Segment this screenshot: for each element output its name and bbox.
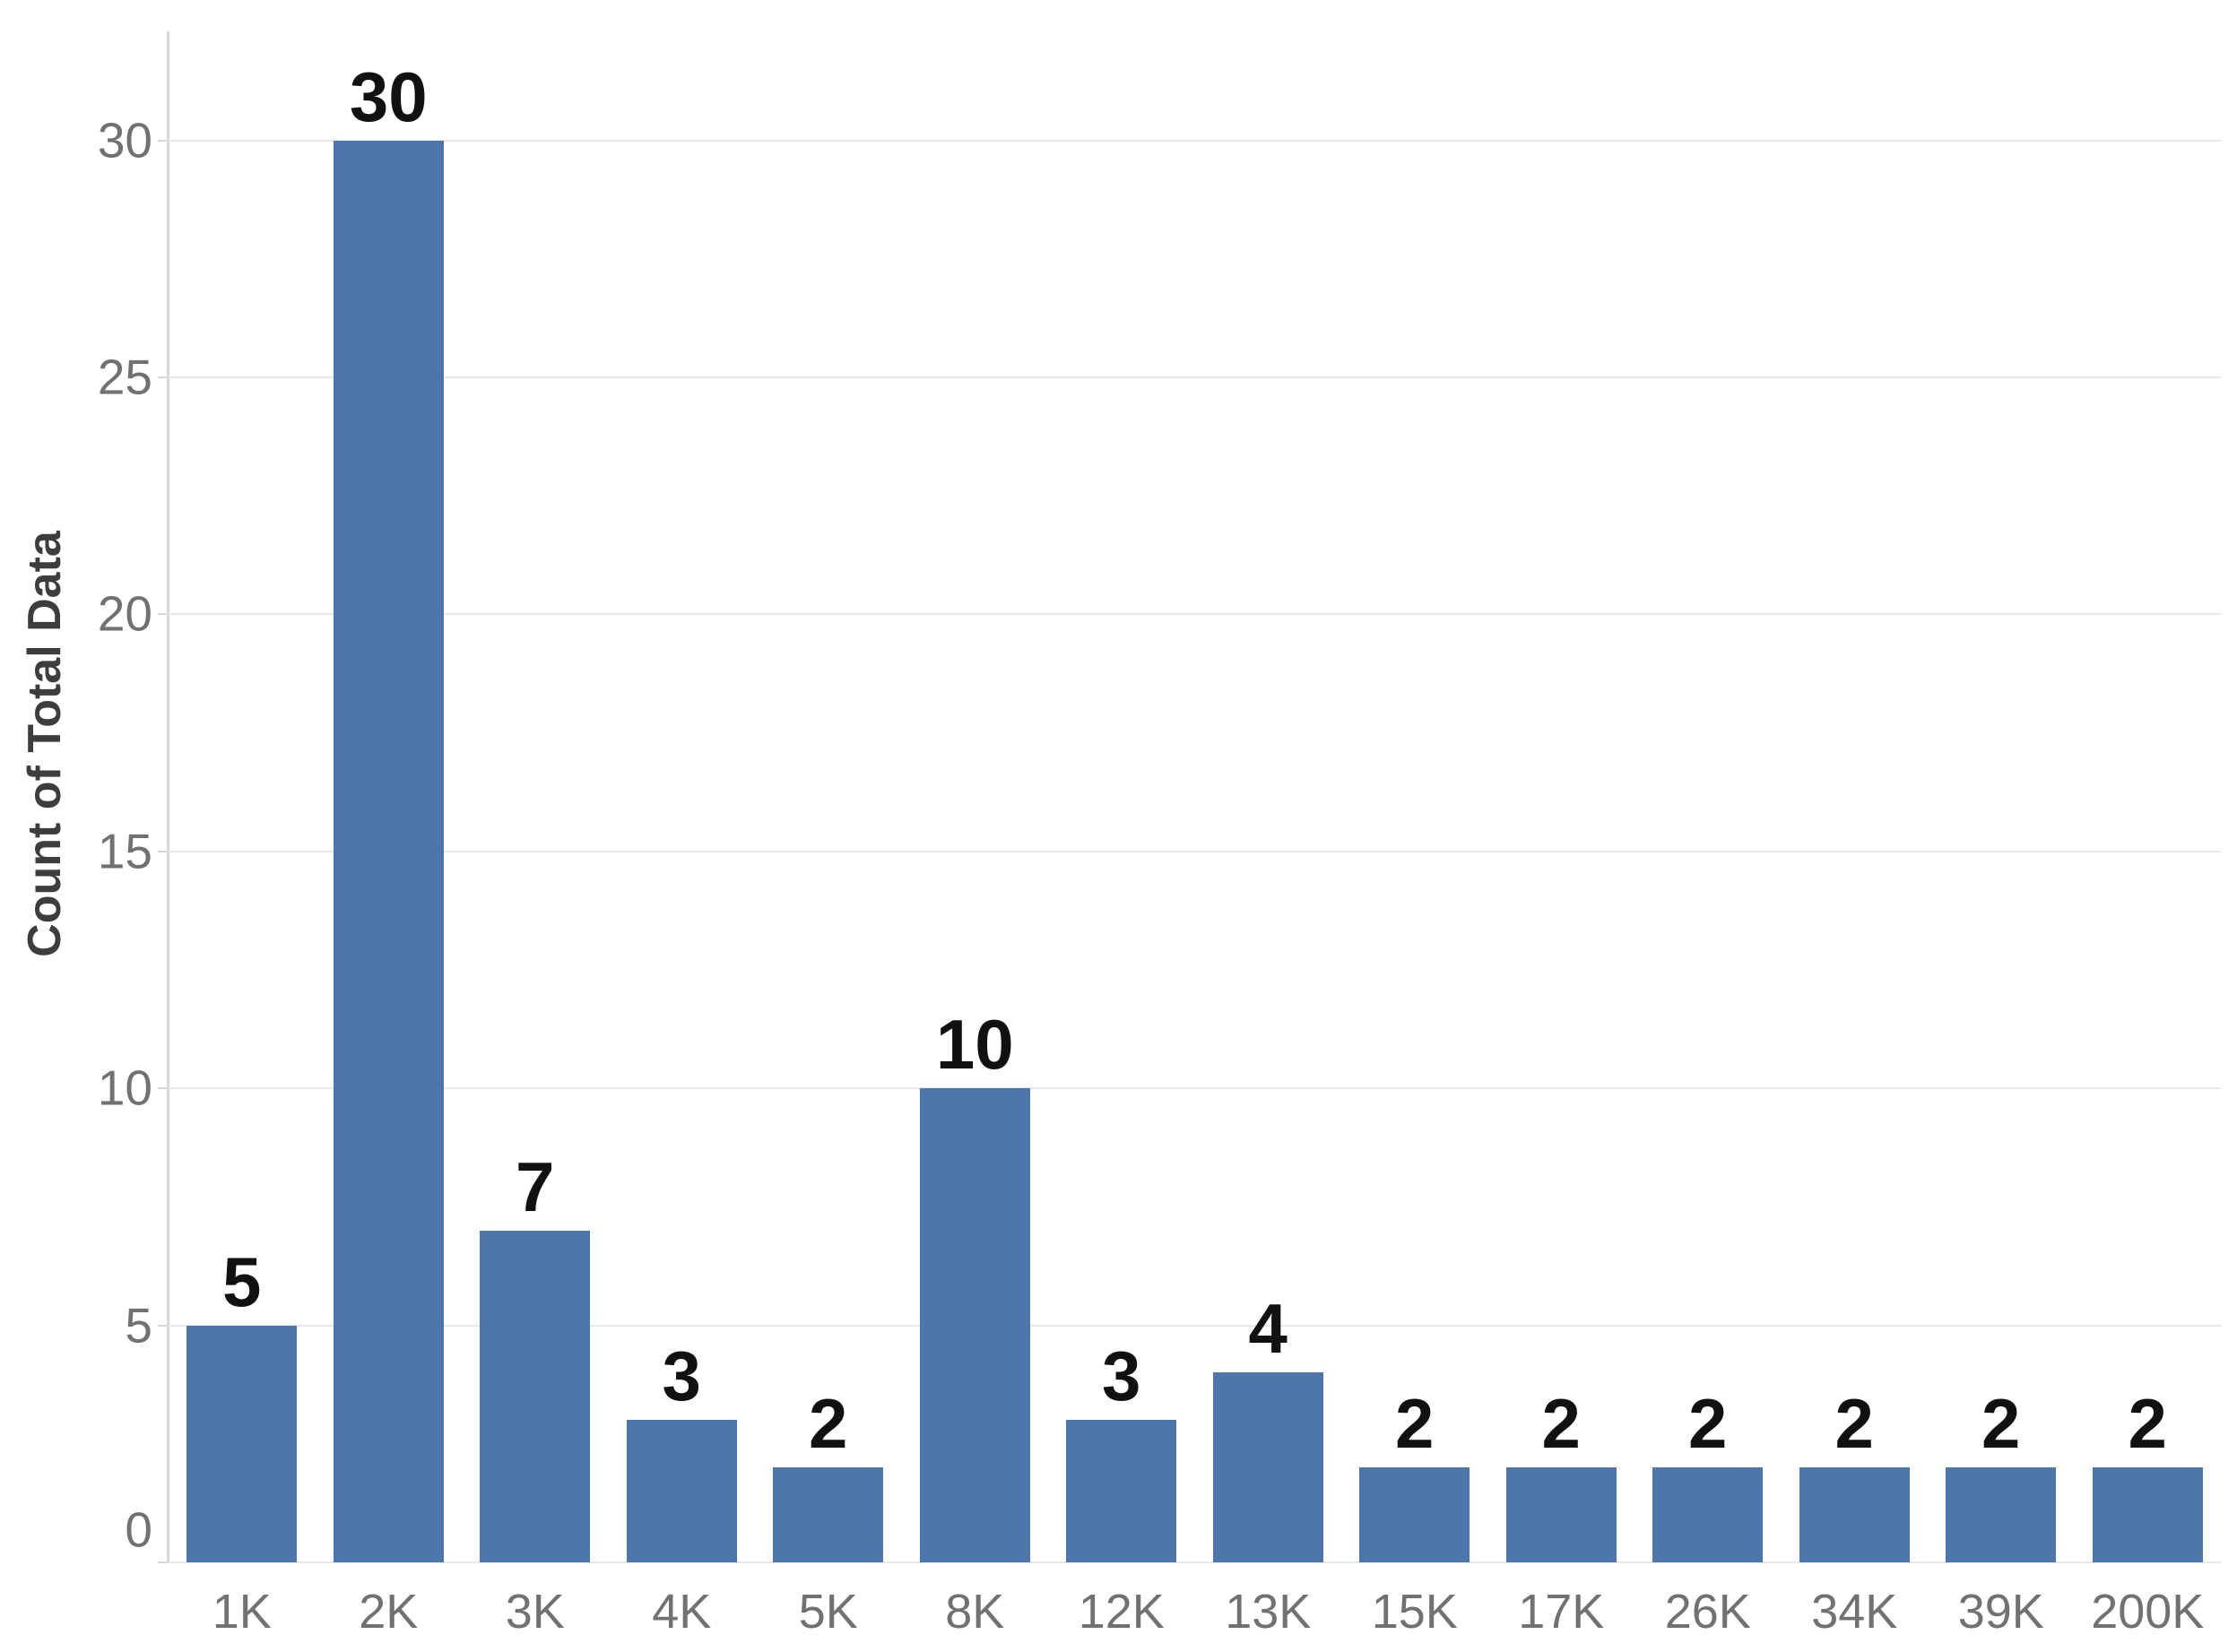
y-tick-mark bbox=[158, 1087, 169, 1090]
x-tick-label: 12K bbox=[1078, 1585, 1165, 1639]
bar-value-label: 30 bbox=[349, 56, 428, 136]
bar-value-label: 2 bbox=[809, 1384, 848, 1464]
y-tick-label: 10 bbox=[97, 1060, 152, 1116]
x-tick-label: 15K bbox=[1371, 1585, 1458, 1639]
gridline bbox=[169, 139, 2221, 142]
y-tick-mark bbox=[158, 613, 169, 616]
gridline bbox=[169, 376, 2221, 379]
bar-8k bbox=[919, 1088, 1030, 1562]
x-tick-label: 17K bbox=[1518, 1585, 1605, 1639]
gridline bbox=[169, 613, 2221, 616]
bar-value-label: 2 bbox=[1541, 1384, 1581, 1464]
y-tick-label: 30 bbox=[97, 112, 152, 169]
bar-value-label: 2 bbox=[1688, 1384, 1728, 1464]
bar-34k bbox=[1799, 1467, 1910, 1562]
y-tick-mark bbox=[158, 850, 169, 852]
bar-value-label: 2 bbox=[2128, 1384, 2167, 1464]
bar-value-label: 10 bbox=[935, 1005, 1014, 1085]
bar-1k bbox=[186, 1325, 298, 1562]
bar-13k bbox=[1212, 1372, 1323, 1562]
x-tick-label: 200K bbox=[2091, 1585, 2205, 1639]
x-tick-label: 5K bbox=[798, 1585, 858, 1639]
bar-value-label: 3 bbox=[662, 1336, 701, 1416]
x-tick-label: 26K bbox=[1664, 1585, 1751, 1639]
gridline bbox=[169, 1561, 2221, 1563]
y-tick-label: 0 bbox=[125, 1501, 152, 1558]
bar-15k bbox=[1359, 1467, 1470, 1562]
bar-39k bbox=[1946, 1467, 2057, 1562]
x-tick-label: 13K bbox=[1225, 1585, 1312, 1639]
x-tick-label: 34K bbox=[1811, 1585, 1898, 1639]
bar-value-label: 4 bbox=[1248, 1289, 1288, 1369]
bar-17k bbox=[1505, 1467, 1617, 1562]
bar-4k bbox=[626, 1420, 737, 1562]
gridline bbox=[169, 850, 2221, 852]
bar-26k bbox=[1652, 1467, 1764, 1562]
x-tick-label: 3K bbox=[505, 1585, 565, 1639]
x-tick-label: 2K bbox=[359, 1585, 419, 1639]
y-tick-label: 15 bbox=[97, 823, 152, 879]
y-tick-mark bbox=[158, 1561, 169, 1563]
bar-value-label: 2 bbox=[1834, 1384, 1874, 1464]
y-tick-mark bbox=[158, 376, 169, 379]
bar-value-label: 2 bbox=[1395, 1384, 1435, 1464]
bar-value-label: 2 bbox=[1981, 1384, 2021, 1464]
y-axis-line bbox=[167, 31, 169, 1562]
bar-5k bbox=[773, 1467, 884, 1562]
x-tick-label: 8K bbox=[945, 1585, 1005, 1639]
bar-value-label: 7 bbox=[516, 1146, 555, 1226]
gridline bbox=[169, 1087, 2221, 1090]
bar-12k bbox=[1066, 1420, 1177, 1562]
bar-2k bbox=[333, 140, 444, 1562]
x-tick-label: 1K bbox=[212, 1585, 272, 1639]
bar-value-label: 3 bbox=[1102, 1336, 1141, 1416]
gridline bbox=[169, 1324, 2221, 1327]
bar-value-label: 5 bbox=[222, 1241, 262, 1321]
bar-200k bbox=[2092, 1467, 2203, 1562]
y-tick-mark bbox=[158, 1324, 169, 1327]
y-tick-label: 20 bbox=[97, 585, 152, 642]
bar-3k bbox=[480, 1230, 591, 1562]
y-tick-label: 25 bbox=[97, 349, 152, 405]
y-tick-mark bbox=[158, 139, 169, 142]
x-tick-label: 39K bbox=[1957, 1585, 2044, 1639]
plot-area: 5 1K 30 2K 7 3K 3 4K 2 5K 10 8K 3 12K 4 13K 2 15K 2 17K 2 26K… bbox=[169, 31, 2221, 1639]
y-tick-label: 5 bbox=[125, 1297, 152, 1354]
x-tick-label: 4K bbox=[652, 1585, 712, 1639]
